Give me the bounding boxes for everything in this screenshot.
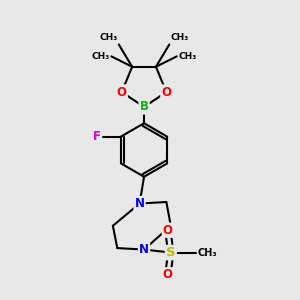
Text: CH₃: CH₃ <box>99 32 117 41</box>
Text: CH₃: CH₃ <box>179 52 197 61</box>
Text: CH₃: CH₃ <box>198 248 217 257</box>
Text: S: S <box>166 246 175 259</box>
Text: CH₃: CH₃ <box>91 52 109 61</box>
Text: CH₃: CH₃ <box>171 32 189 41</box>
Text: O: O <box>117 85 127 98</box>
Text: B: B <box>140 100 148 113</box>
Text: F: F <box>93 130 101 143</box>
Text: O: O <box>163 268 173 281</box>
Text: N: N <box>135 197 145 210</box>
Text: N: N <box>139 243 149 256</box>
Text: O: O <box>163 224 173 237</box>
Text: O: O <box>161 85 171 98</box>
